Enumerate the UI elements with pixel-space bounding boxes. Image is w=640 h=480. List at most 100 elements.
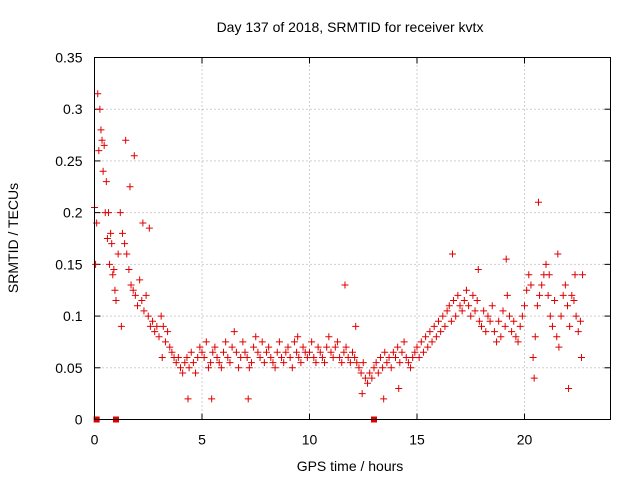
data-point: [469, 291, 477, 299]
data-point: [111, 286, 119, 294]
data-point: [282, 348, 290, 356]
data-point: [351, 353, 359, 361]
data-point: [530, 374, 538, 382]
data-point: [474, 266, 482, 274]
data-point: [518, 312, 526, 320]
data-point: [118, 229, 126, 237]
data-point: [325, 333, 333, 341]
data-point: [443, 307, 451, 315]
data-point: [290, 338, 298, 346]
data-point: [131, 291, 139, 299]
data-point: [149, 317, 157, 325]
data-point: [286, 353, 294, 361]
data-point: [213, 353, 221, 361]
data-point: [462, 286, 470, 294]
data-point: [97, 126, 105, 134]
data-point: [245, 364, 253, 372]
data-point: [358, 390, 366, 398]
data-point: [545, 271, 553, 279]
data-point: [398, 348, 406, 356]
data-point: [450, 297, 458, 305]
data-point: [310, 353, 318, 361]
data-point: [177, 364, 184, 372]
data-point: [125, 266, 133, 274]
data-point: [273, 348, 281, 356]
data-point: [395, 384, 403, 392]
data-point: [505, 312, 513, 320]
data-point: [267, 353, 275, 361]
data-point: [146, 322, 154, 330]
data-point: [557, 312, 565, 320]
data-point: [402, 353, 410, 361]
data-point: [478, 322, 485, 330]
data-point: [353, 359, 361, 367]
data-point: [179, 369, 187, 377]
data-point: [295, 353, 303, 361]
data-point: [432, 333, 440, 341]
data-point: [514, 338, 522, 346]
data-point: [553, 333, 561, 341]
data-point: [529, 353, 537, 361]
data-point: [207, 359, 215, 367]
data-point: [288, 364, 296, 372]
data-point: [168, 348, 176, 356]
data-point: [241, 348, 249, 356]
data-point: [204, 364, 212, 372]
data-point: [293, 348, 301, 356]
data-point: [471, 307, 479, 315]
data-point: [265, 343, 273, 351]
grid: [94, 57, 611, 420]
data-points: [91, 90, 587, 423]
data-point: [411, 348, 419, 356]
data-point: [372, 359, 380, 367]
data-point: [126, 183, 134, 191]
data-point: [342, 343, 350, 351]
data-point: [385, 353, 393, 361]
plot-frame: [94, 57, 611, 420]
data-point: [445, 302, 453, 310]
data-point: [232, 348, 240, 356]
data-point: [155, 333, 163, 341]
data-point: [570, 297, 578, 305]
data-point: [357, 369, 365, 377]
x-tick-label: 15: [409, 432, 425, 448]
data-point: [99, 167, 107, 175]
data-point: [501, 322, 509, 330]
data-point: [536, 291, 544, 299]
data-point: [278, 353, 286, 361]
data-point: [142, 291, 150, 299]
data-point: [355, 364, 363, 372]
data-point: [559, 291, 567, 299]
data-point: [187, 348, 195, 356]
data-point: [308, 338, 316, 346]
data-point: [366, 369, 374, 377]
data-point: [181, 359, 189, 367]
data-point: [215, 359, 223, 367]
data-point: [564, 302, 571, 310]
data-point: [108, 240, 116, 248]
data-point: [554, 250, 562, 258]
data-point: [114, 250, 122, 258]
data-point: [368, 374, 376, 382]
data-point: [484, 312, 492, 320]
data-point: [441, 322, 449, 330]
data-point: [327, 348, 335, 356]
data-point: [209, 348, 217, 356]
data-point: [92, 260, 100, 268]
data-point: [200, 353, 208, 361]
data-point: [531, 333, 539, 341]
data-point: [473, 297, 481, 305]
data-point: [106, 260, 114, 268]
data-point: [497, 333, 505, 341]
data-point: [247, 359, 255, 367]
data-point: [103, 235, 111, 242]
y-tick-label: 0.05: [55, 360, 82, 376]
x-tick-label: 20: [517, 432, 533, 448]
data-point: [426, 328, 434, 336]
data-point: [196, 343, 204, 351]
data-point: [413, 343, 421, 351]
data-point: [486, 317, 494, 325]
data-point: [565, 384, 573, 392]
data-point: [252, 333, 260, 341]
data-point: [192, 369, 200, 377]
